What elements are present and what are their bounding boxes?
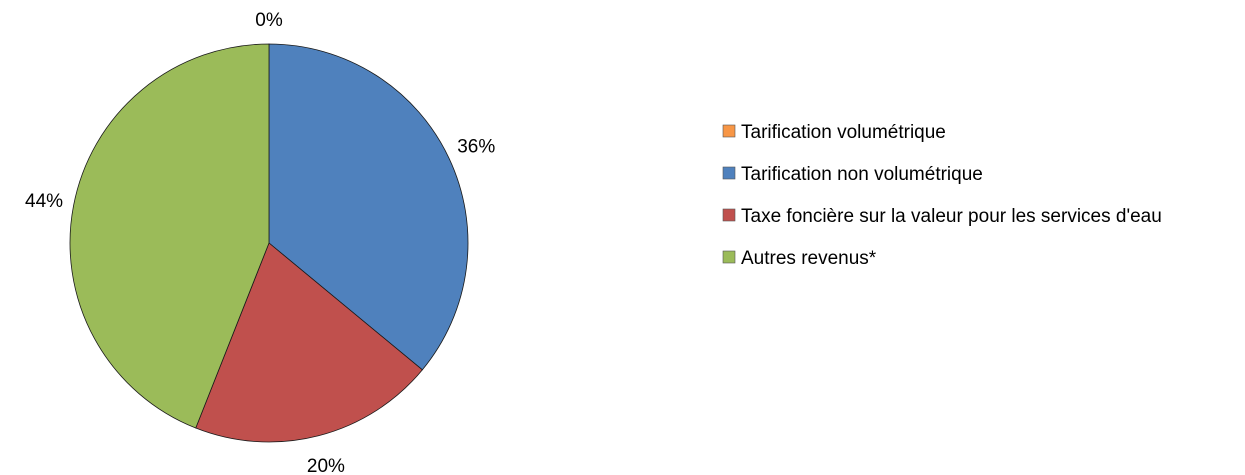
pie-slice-2 xyxy=(268,43,469,371)
legend-swatch-2 xyxy=(722,166,736,180)
data-label-3: 20% xyxy=(307,456,345,475)
pie-slices xyxy=(69,43,469,443)
legend-label-1: Tarification volumétrique xyxy=(741,122,946,143)
pie-slice-4 xyxy=(69,43,270,429)
legend-swatch-1 xyxy=(722,124,736,138)
legend-label-2: Tarification non volumétrique xyxy=(741,164,983,185)
data-label-4: 44% xyxy=(25,191,63,212)
legend-swatch-4 xyxy=(722,250,736,264)
pie-slice-3 xyxy=(195,242,423,443)
pie-data-labels: 0% 36% 20% 44% xyxy=(25,10,495,475)
legend-label-4: Autres revenus* xyxy=(741,248,877,269)
data-label-1: 0% xyxy=(255,10,283,31)
legend-swatch-3 xyxy=(722,208,736,222)
data-label-2: 36% xyxy=(457,136,495,157)
legend: Tarification volumétrique Tarification no… xyxy=(722,122,1162,269)
legend-label-3: Taxe foncière sur la valeur pour les ser… xyxy=(741,206,1162,227)
